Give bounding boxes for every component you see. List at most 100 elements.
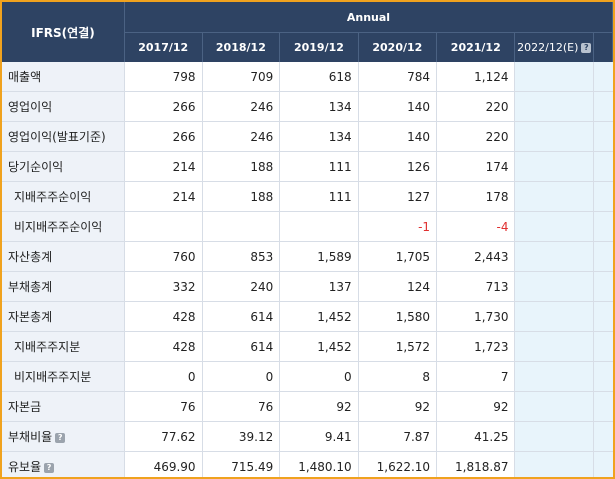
value-cell: 77.62: [124, 421, 203, 452]
value-cell: 39.12: [202, 421, 281, 452]
table-row: 자본금 76 76 92 92 92: [2, 391, 613, 422]
row-label: 영업이익: [2, 91, 125, 122]
table-row: 당기순이익 214 188 111 126 174: [2, 151, 613, 182]
row-label-text: 지배주주순이익: [14, 190, 92, 204]
value-cell: 614: [202, 331, 281, 362]
row-label-text: 영업이익(발표기준): [8, 130, 106, 144]
value-cell: [279, 211, 359, 242]
scroll-gutter: [593, 181, 613, 212]
value-cell: 1,124: [436, 62, 516, 92]
value-cell: -1: [358, 211, 438, 242]
row-label: 영업이익(발표기준): [2, 121, 125, 152]
table-row: 매출액 798 709 618 784 1,124: [2, 62, 613, 92]
value-cell: 127: [358, 181, 438, 212]
scroll-gutter: [593, 91, 613, 122]
value-cell: 137: [279, 271, 359, 302]
value-cell: 9.41: [279, 421, 359, 452]
row-label-text: 자본금: [8, 400, 42, 414]
value-cell: 1,705: [358, 241, 438, 272]
row-label: 자본총계: [2, 301, 125, 332]
estimate-cell: [514, 181, 595, 212]
value-cell: 246: [202, 121, 281, 152]
table-row: 자산총계 760 853 1,589 1,705 2,443: [2, 241, 613, 272]
estimate-cell: [514, 151, 595, 182]
value-cell: 709: [202, 62, 281, 92]
value-cell: 0: [279, 361, 359, 392]
value-cell: 784: [358, 62, 438, 92]
row-label: 비지배주주지분: [2, 361, 125, 392]
value-cell: 1,589: [279, 241, 359, 272]
value-cell: 92: [279, 391, 359, 422]
estimate-cell: [514, 211, 595, 242]
help-icon[interactable]: ?: [581, 43, 592, 53]
annual-header: Annual: [124, 2, 613, 33]
scroll-gutter: [593, 421, 613, 452]
scroll-gutter: [593, 331, 613, 362]
value-cell: 188: [202, 181, 281, 212]
value-cell: 1,818.87: [436, 451, 516, 477]
value-cell: 713: [436, 271, 516, 302]
value-cell: 1,572: [358, 331, 438, 362]
help-icon[interactable]: ?: [44, 462, 55, 473]
value-cell: 1,723: [436, 331, 516, 362]
value-cell: 178: [436, 181, 516, 212]
value-cell: 266: [124, 91, 203, 122]
row-label: 당기순이익: [2, 151, 125, 182]
scroll-gutter: [593, 271, 613, 302]
row-label-text: 부채총계: [8, 280, 53, 294]
scroll-gutter: [593, 211, 613, 242]
scroll-cap: [593, 32, 613, 62]
row-label-text: 부채비율: [8, 430, 53, 444]
row-label: 부채비율?: [2, 421, 125, 452]
row-label-text: 자본총계: [8, 310, 53, 324]
value-cell: 8: [358, 361, 438, 392]
estimate-cell: [514, 91, 595, 122]
table-row: 영업이익(발표기준) 266 246 134 140 220: [2, 121, 613, 152]
scroll-gutter: [593, 391, 613, 422]
row-label-text: 유보율: [8, 460, 42, 474]
estimate-cell: [514, 62, 595, 92]
period-header: 2020/12: [358, 32, 438, 62]
value-cell: 469.90: [124, 451, 203, 477]
value-cell: 428: [124, 331, 203, 362]
value-cell: [124, 211, 203, 242]
value-cell: 1,622.10: [358, 451, 438, 477]
value-cell: 134: [279, 91, 359, 122]
value-cell: 1,580: [358, 301, 438, 332]
value-cell: 126: [358, 151, 438, 182]
scroll-gutter: [593, 62, 613, 92]
value-cell: 1,730: [436, 301, 516, 332]
table-row: 지배주주순이익 214 188 111 127 178: [2, 181, 613, 212]
help-icon[interactable]: ?: [55, 432, 66, 443]
value-cell: 214: [124, 181, 203, 212]
estimate-cell: [514, 331, 595, 362]
scroll-gutter: [593, 361, 613, 392]
value-cell: 1,480.10: [279, 451, 359, 477]
row-label: 유보율?: [2, 451, 125, 477]
row-label-text: 지배주주지분: [14, 340, 81, 354]
table-row: 부채총계 332 240 137 124 713: [2, 271, 613, 302]
value-cell: 188: [202, 151, 281, 182]
row-label-text: 매출액: [8, 70, 42, 84]
value-cell: 92: [436, 391, 516, 422]
value-cell: 0: [202, 361, 281, 392]
row-label-text: 당기순이익: [8, 160, 64, 174]
ifrs-header: IFRS(연결): [2, 2, 125, 62]
value-cell: 111: [279, 181, 359, 212]
value-cell: [202, 211, 281, 242]
row-label: 비지배주주순이익: [2, 211, 125, 242]
value-cell: 124: [358, 271, 438, 302]
value-cell: 2,443: [436, 241, 516, 272]
period-header: 2017/12: [124, 32, 203, 62]
value-cell: 220: [436, 121, 516, 152]
row-label: 지배주주지분: [2, 331, 125, 362]
row-label: 자본금: [2, 391, 125, 422]
scroll-gutter: [593, 301, 613, 332]
value-cell: 92: [358, 391, 438, 422]
estimate-cell: [514, 421, 595, 452]
row-label-text: 자산총계: [8, 250, 53, 264]
table-row: 비지배주주순이익 -1 -4: [2, 211, 613, 242]
table-row: 유보율? 469.90 715.49 1,480.10 1,622.10 1,818.87: [2, 451, 613, 477]
period-header: 2018/12: [202, 32, 281, 62]
